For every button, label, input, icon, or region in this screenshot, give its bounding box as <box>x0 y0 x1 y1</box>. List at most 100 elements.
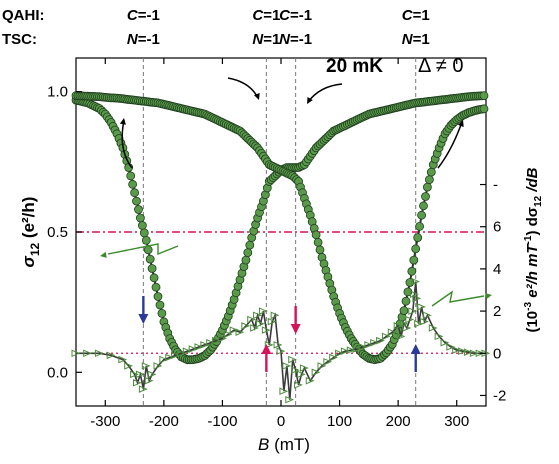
sigma-point <box>413 233 423 243</box>
x-tick-label: -200 <box>149 413 179 430</box>
sweep-arrow-head <box>307 97 313 104</box>
x-tick-label: 200 <box>386 413 411 430</box>
sigma-point <box>424 175 434 185</box>
derivative-point <box>194 343 204 351</box>
y-left-tick-label: 1.0 <box>47 84 68 101</box>
right-axis-pointer-arrow <box>431 290 485 307</box>
derivative-point <box>420 317 429 326</box>
tsc-number-label: N=-1 <box>279 31 312 48</box>
derivative-point <box>171 351 180 360</box>
y-axis-right-label: (10-3 e²/h mT-1) dσ12 /dB <box>523 167 544 332</box>
marker-arrow-blue-head <box>138 314 149 324</box>
sigma-point <box>137 221 147 230</box>
right-axis-ticks: -2 0 2 4 6 - <box>480 177 506 404</box>
derivative-point <box>256 319 265 328</box>
sigma-point <box>409 255 419 265</box>
derivative-point <box>305 376 315 385</box>
derivative-point <box>217 334 227 343</box>
derivative-point <box>206 338 215 347</box>
marker-arrow-magenta-head <box>261 344 272 354</box>
sigma-point <box>479 104 489 114</box>
derivative-point <box>291 366 300 374</box>
sigma-point <box>401 296 411 306</box>
sigma-point <box>126 171 136 181</box>
left-axis-pointer-head <box>100 251 107 258</box>
derivative-point <box>414 319 423 328</box>
derivative-point <box>141 362 151 370</box>
derivative-point <box>264 341 274 349</box>
derivative-point <box>311 368 321 377</box>
derivative-point <box>346 346 356 354</box>
derivative-point <box>317 362 327 370</box>
data-traces <box>71 91 491 404</box>
right-axis-pointer-head <box>485 293 492 300</box>
derivative-point <box>153 362 163 370</box>
derivative-point <box>282 362 292 370</box>
tsc-number-label: N=1 <box>252 31 280 48</box>
derivative-point <box>463 348 473 356</box>
derivative-point <box>106 351 116 360</box>
derivative-point <box>405 315 415 324</box>
derivative-point <box>279 387 289 395</box>
derivative-point <box>247 315 256 324</box>
sigma-point <box>128 179 138 189</box>
derivative-point <box>475 349 485 358</box>
sweep-arrow-head <box>119 118 126 125</box>
derivative-point <box>212 336 221 345</box>
derivative-point <box>417 303 426 311</box>
delta-label: Δ ≠ 0 <box>418 55 463 77</box>
derivative-point <box>273 341 283 349</box>
x-tick-label: 100 <box>327 413 352 430</box>
derivative-point <box>188 345 198 353</box>
sweep-arrow <box>307 83 343 103</box>
sigma-point <box>421 192 430 201</box>
derivative-point <box>223 330 233 339</box>
derivative-point <box>144 376 154 385</box>
sigma-point <box>132 196 141 206</box>
sigma-point <box>141 235 151 245</box>
derivative-point <box>335 349 344 358</box>
derivative-point <box>452 346 461 354</box>
sigma-point <box>241 255 251 265</box>
derivative-point <box>469 349 479 358</box>
sigma-point <box>415 221 425 231</box>
sweep-arrow-head <box>457 120 464 127</box>
sigma-point <box>417 210 427 220</box>
derivative-point <box>138 385 148 393</box>
x-tick-label: -100 <box>207 413 237 430</box>
left-axis-ticks: 0.0 0.5 1.0 <box>47 84 82 381</box>
qahi-chern-label: C=-1 <box>127 7 160 24</box>
derivative-point <box>133 379 142 387</box>
y-right-tick-label: - <box>493 177 498 194</box>
y-right-tick-label: 0 <box>493 345 501 362</box>
derivative-point <box>376 336 385 345</box>
derivative-point <box>159 355 169 364</box>
derivative-point <box>135 370 145 379</box>
sigma-point <box>134 205 143 214</box>
tsc-number-label: N=1 <box>402 31 430 48</box>
derivative-point <box>299 364 309 372</box>
derivative-point <box>241 322 251 330</box>
derivative-point <box>258 307 268 315</box>
derivative-point <box>235 328 245 336</box>
y-right-tick-label: 2 <box>493 303 501 320</box>
sigma-point <box>135 213 145 223</box>
qahi-chern-label: C=1 <box>402 7 430 24</box>
derivative-point <box>458 347 467 355</box>
sweep-arrow <box>227 77 259 99</box>
derivative-point <box>261 326 271 334</box>
derivative-point <box>250 324 259 332</box>
derivative-point <box>412 294 422 303</box>
decorations <box>100 77 492 372</box>
sigma-point <box>245 240 255 250</box>
derivative-point <box>288 355 297 364</box>
derivative-point <box>200 341 210 349</box>
marker-arrow-magenta-head <box>290 324 301 334</box>
derivative-point <box>71 349 81 358</box>
temperature-label: 20 mK <box>326 56 383 77</box>
x-axis-label: B (mT) <box>258 435 310 454</box>
derivative-point <box>340 347 350 355</box>
x-tick-label: -300 <box>90 413 120 430</box>
sweep-arrow-head <box>253 93 260 100</box>
derivative-point <box>408 307 418 315</box>
